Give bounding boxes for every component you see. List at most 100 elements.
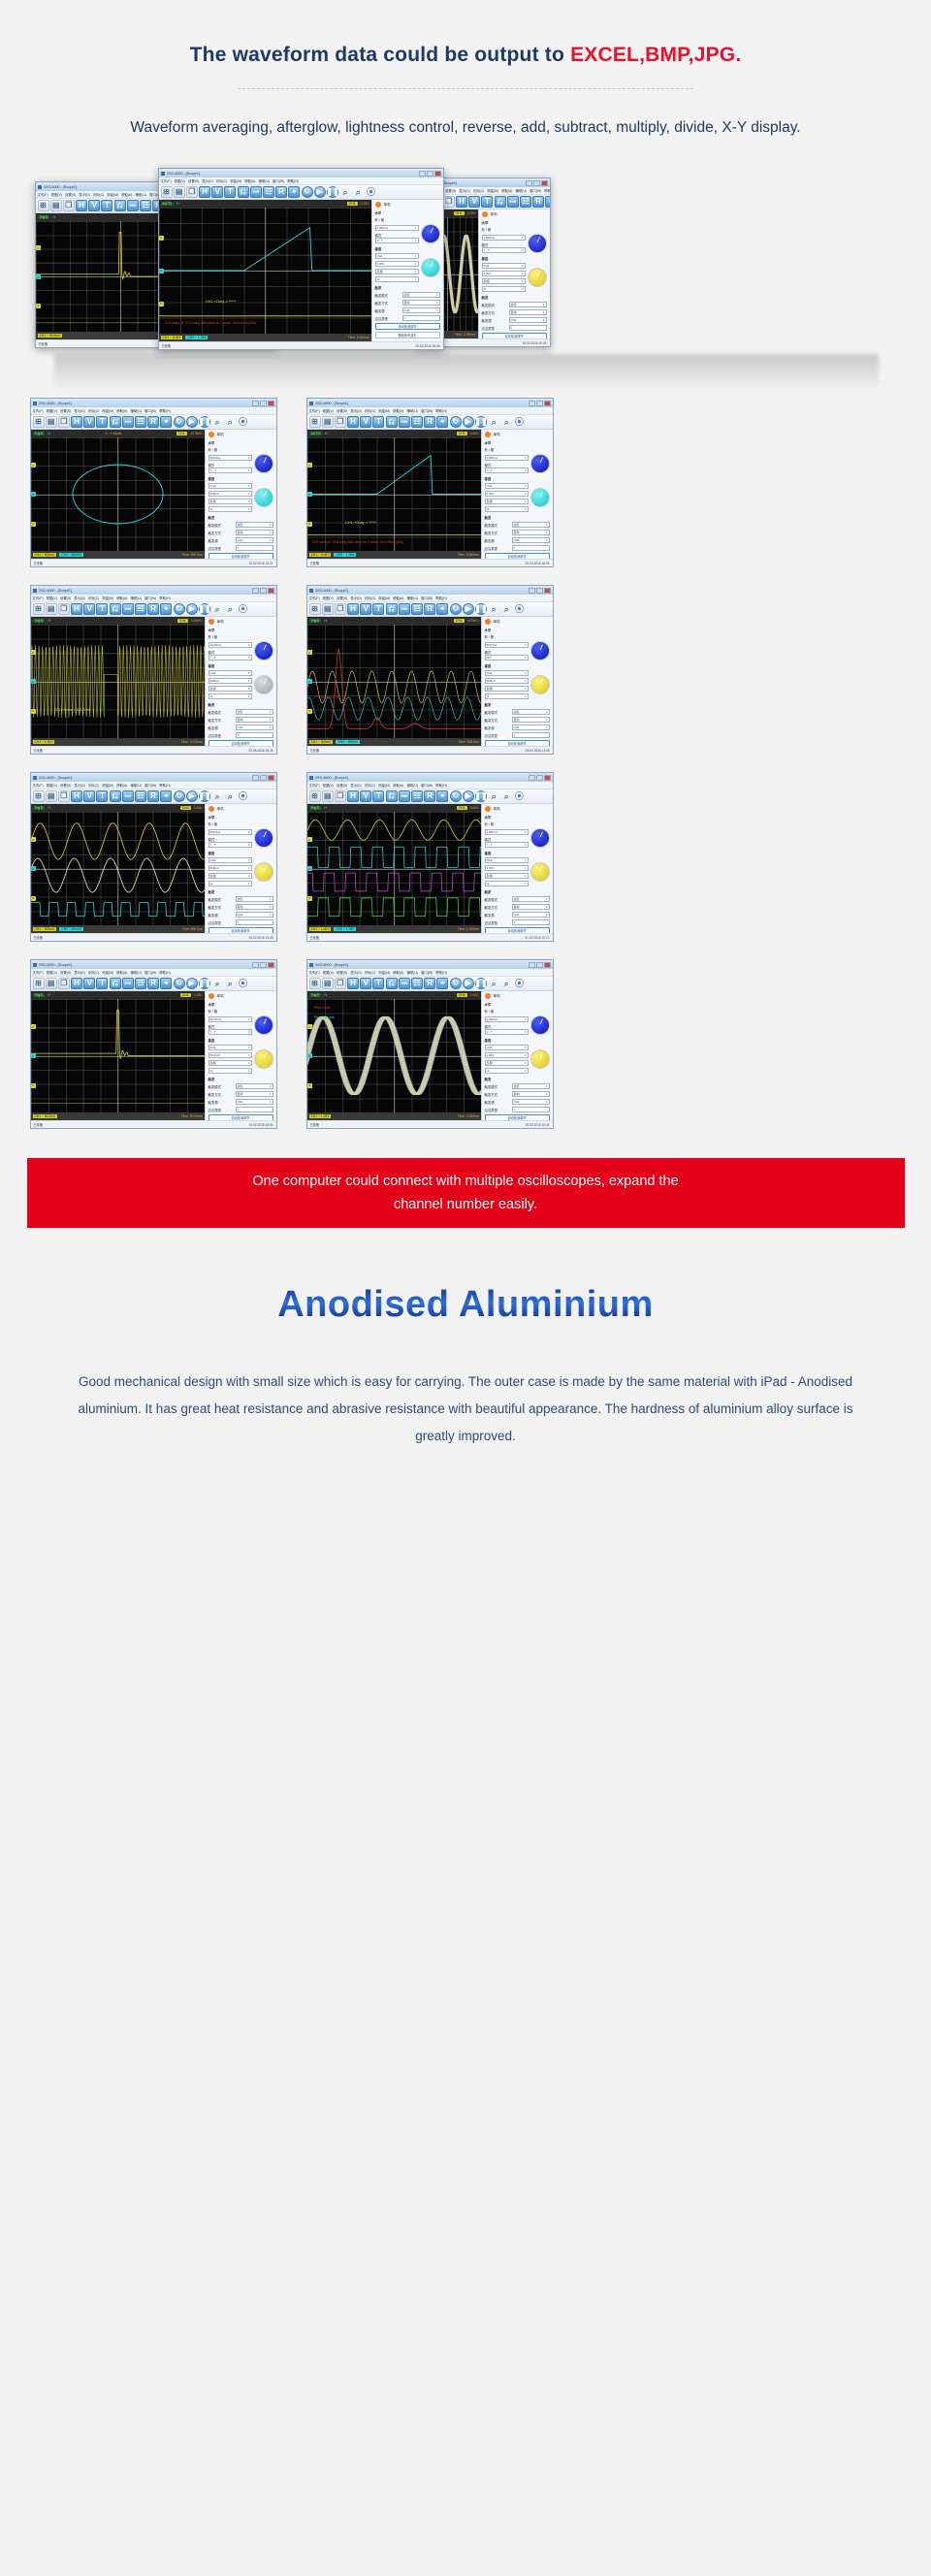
trig-type-select[interactable]: 自动 (235, 530, 273, 536)
channel-marker-2[interactable]: 2 (30, 866, 36, 872)
auto-icon[interactable]: ↻ (449, 790, 462, 803)
zoom-in-icon[interactable]: ⌕ (491, 603, 497, 614)
horizontal-icon[interactable]: H (71, 790, 83, 803)
menu-item-4[interactable]: 光标(C) (87, 596, 100, 601)
invert-select[interactable]: 反相 (481, 278, 526, 285)
save-icon[interactable]: ▤ (321, 416, 334, 429)
window-buttons[interactable] (528, 587, 551, 594)
window-title-bar[interactable]: DSO-6000 - [Scope1] (306, 960, 553, 970)
zoom-out-icon[interactable]: ⌕ (227, 790, 233, 801)
mode-select[interactable]: Y - T (208, 654, 252, 660)
maximize-button[interactable] (535, 774, 543, 781)
channel-marker-2[interactable]: 2 (306, 492, 312, 498)
vertical-knob[interactable] (530, 675, 550, 695)
close-button[interactable] (433, 170, 441, 177)
trig-type-select[interactable]: 自动 (511, 530, 550, 536)
menu-item-1[interactable]: 视图(V) (46, 971, 57, 976)
pulse2-icon[interactable]: ⎓ (398, 978, 410, 990)
screenshot-cell-persistence-sine[interactable]: DSO-6000 - [Scope1] 文件(F) 视图(V) 设置(S) 显示(D) 光… (305, 959, 554, 1130)
invert-select[interactable]: 反相 (374, 269, 419, 275)
menu-item-8[interactable]: 窗口(W) (529, 189, 542, 194)
sec-div-select[interactable]: 500.0us (208, 828, 252, 835)
trigger-icon[interactable]: T (96, 790, 109, 803)
reference-icon[interactable]: R (532, 196, 545, 209)
new-file-icon[interactable]: ⊞ (160, 186, 173, 199)
trig-mode-select[interactable]: 边沿 (235, 709, 273, 716)
trigger-icon[interactable]: T (372, 603, 385, 616)
probe-select[interactable]: x1 (208, 693, 252, 700)
new-file-icon[interactable]: ⊞ (32, 978, 45, 990)
menu-item-2[interactable]: 设置(S) (59, 784, 72, 789)
menu-item-6[interactable]: 获取(A) (393, 596, 404, 601)
minimize-button[interactable] (251, 587, 259, 594)
save-icon[interactable]: ▤ (321, 603, 334, 616)
horizontal-knob[interactable] (527, 234, 547, 254)
channel-marker-2[interactable]: 2 (35, 274, 41, 280)
vertical-knob[interactable] (253, 862, 273, 883)
pulse1-icon[interactable]: ⎌ (109, 790, 121, 803)
trig-mode-select[interactable]: 边沿 (401, 292, 440, 299)
vertical-icon[interactable]: V (360, 790, 372, 803)
menu-item-4[interactable]: 光标(C) (364, 971, 376, 976)
horizontal-icon[interactable]: H (347, 603, 360, 616)
print-icon[interactable]: ❐ (334, 790, 346, 803)
menu-item-3[interactable]: 显示(D) (459, 189, 470, 194)
cursor-icon[interactable]: ⌖ (160, 978, 173, 990)
zoom-in-icon[interactable]: ⌕ (491, 790, 497, 801)
trigger-icon[interactable]: T (481, 196, 494, 209)
probe-select[interactable]: x1 (484, 506, 529, 513)
vertical-icon[interactable]: V (83, 978, 96, 990)
cursor-icon[interactable]: ⌖ (436, 790, 449, 803)
menu-item-5[interactable]: 测量(M) (378, 409, 391, 414)
vertical-icon[interactable]: V (88, 200, 101, 212)
menu-item-2[interactable]: 设置(S) (59, 409, 72, 414)
measure-icon[interactable]: ☷ (411, 978, 423, 990)
minimize-button[interactable] (528, 961, 535, 968)
window-title-bar[interactable]: DSO-6000 - [Scope1] (30, 960, 276, 970)
pulse2-icon[interactable]: ⎓ (398, 416, 410, 429)
horizontal-icon[interactable]: H (71, 416, 83, 429)
new-file-icon[interactable]: ⊞ (308, 416, 321, 429)
menu-bar[interactable]: 文件(F)视图(V)设置(S)显示(D)光标(C)测量(M)获取(A)辅助(U)… (30, 782, 276, 790)
menu-item-0[interactable]: 文件(F) (32, 971, 44, 976)
probe-select[interactable]: x1 (484, 693, 529, 700)
screenshot-cell-xy-mode-circle[interactable]: DSO-6000 - [Scope1] 文件(F) 视图(V) 设置(S) 显示(D) 光… (29, 398, 277, 568)
channel-select[interactable]: CH1 (374, 253, 419, 260)
pulse1-icon[interactable]: ⎌ (385, 790, 398, 803)
auto-set-button[interactable]: 自动检测调节 (484, 927, 550, 934)
sec-div-select[interactable]: 1.000ms (484, 828, 529, 835)
channel-marker-2[interactable]: 2 (30, 679, 36, 685)
menu-item-9[interactable]: 帮助(H) (159, 784, 171, 789)
menu-item-8[interactable]: 窗口(W) (144, 971, 157, 976)
trig-mode-select[interactable]: 边沿 (511, 896, 550, 903)
trig-mode-select[interactable]: 边沿 (235, 1083, 273, 1090)
probe-select[interactable]: x1 (481, 286, 526, 293)
refresh-icon[interactable]: ⦿ (238, 978, 247, 988)
dso-window[interactable]: DSO-6000 - [Scope1] 文件(F)视图(V)设置(S)显示(D)光… (29, 398, 277, 568)
horizontal-knob[interactable] (253, 454, 273, 474)
auto-icon[interactable]: ↻ (301, 186, 313, 199)
auto-set-button[interactable]: 自动检测调节 (208, 927, 273, 934)
menu-item-7[interactable]: 辅助(U) (130, 596, 142, 601)
trig-source-select[interactable]: CH1 (511, 1099, 550, 1106)
channel-select[interactable]: CH2 (208, 483, 252, 490)
menu-item-2[interactable]: 设置(S) (336, 596, 348, 601)
vertical-knob[interactable] (530, 488, 550, 508)
channel-select[interactable]: CH1 (481, 263, 526, 270)
maximize-button[interactable] (259, 774, 267, 781)
save-icon[interactable]: ▤ (45, 790, 57, 803)
slope-select[interactable] (235, 1107, 273, 1113)
channel-marker-3[interactable]: 3 (30, 895, 36, 901)
menu-bar[interactable]: 文件(F)视图(V)设置(S)显示(D)光标(C)测量(M)获取(A)辅助(U)… (306, 407, 553, 416)
menu-item-9[interactable]: 帮助(H) (159, 971, 171, 976)
menu-item-0[interactable]: 文件(F) (32, 409, 44, 414)
sec-div-select[interactable]: 500.0us (484, 641, 529, 648)
menu-item-8[interactable]: 窗口(W) (420, 784, 433, 789)
menu-item-0[interactable]: 文件(F) (308, 596, 320, 601)
auto-icon[interactable]: ↻ (173, 603, 185, 616)
minimize-button[interactable] (251, 400, 259, 406)
